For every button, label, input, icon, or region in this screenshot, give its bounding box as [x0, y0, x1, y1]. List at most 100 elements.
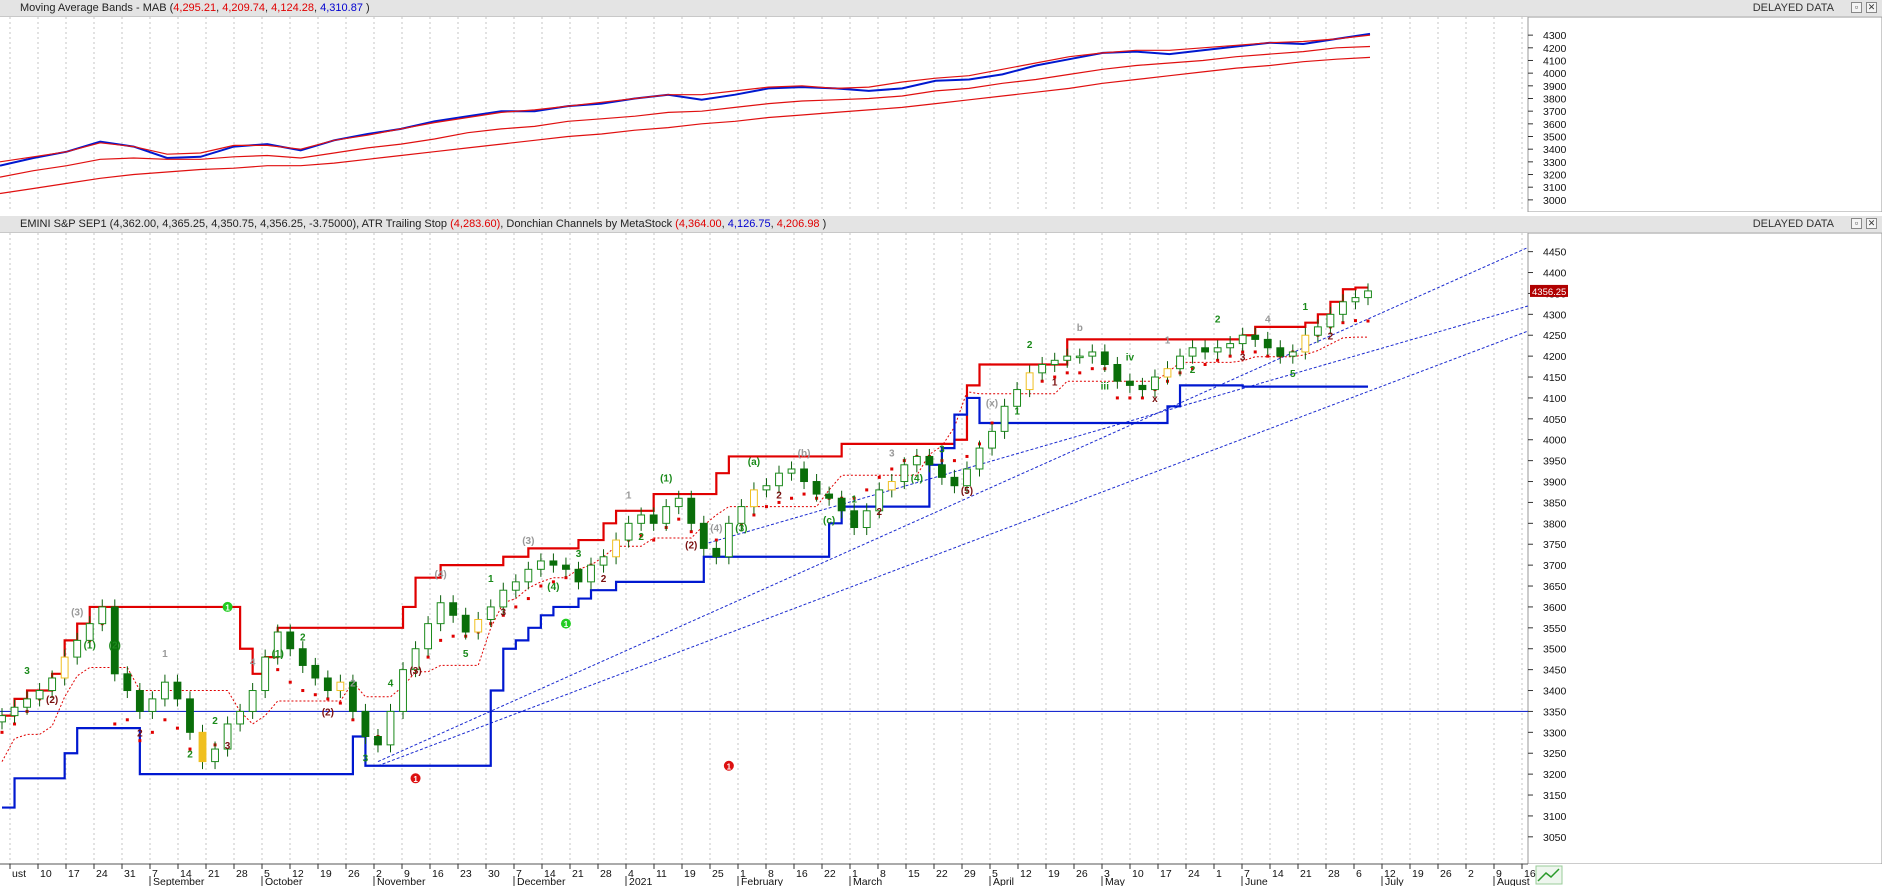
wave-label: 3	[363, 754, 369, 765]
price-candle	[775, 472, 783, 487]
price-candle	[273, 631, 282, 658]
price-candle	[536, 560, 545, 570]
wave-label: 2	[300, 632, 306, 643]
wave-label: (1)	[272, 649, 284, 660]
price-candle	[286, 631, 295, 650]
main-y-tick-label: 3250	[1543, 748, 1567, 760]
atr-stop-dot	[752, 513, 756, 517]
price-candle	[499, 589, 508, 608]
price-candle	[336, 681, 345, 692]
price-candle	[1151, 376, 1159, 391]
wave-label: iv	[1126, 352, 1135, 363]
x-tick-label: 2	[376, 868, 382, 880]
main-y-tick-label: 3100	[1543, 811, 1567, 823]
atr-stop-dot	[802, 492, 806, 496]
donchian-middle-line	[1, 336, 1368, 762]
x-tick-label: 11	[656, 868, 667, 880]
wave-label: 1	[162, 649, 168, 660]
wave-label: 5	[463, 649, 469, 660]
atr-stop-dot	[1216, 358, 1220, 362]
x-tick-label: 1	[1216, 868, 1222, 880]
price-candle	[511, 581, 520, 591]
x-tick-label: 14	[1272, 868, 1284, 880]
x-tick-label: 7	[516, 868, 522, 880]
price-candle	[1213, 347, 1222, 353]
x-tick-label: 7	[1244, 868, 1250, 880]
atr-stop-dot	[689, 530, 693, 534]
price-candle	[1113, 363, 1122, 382]
atr-stop-dot	[539, 584, 543, 588]
price-candle	[1251, 334, 1260, 340]
wave-label: 2	[1215, 315, 1221, 326]
price-candle	[123, 673, 132, 692]
x-tick-label: 9	[404, 868, 410, 880]
price-candle	[1075, 355, 1084, 359]
wave-label: iii	[1101, 382, 1110, 393]
mab-series-upper	[0, 34, 1371, 163]
wave-label: 2	[1190, 365, 1196, 376]
price-candle	[900, 464, 909, 483]
restore-icon[interactable]: ▫	[1851, 218, 1862, 229]
month-label: May	[1105, 876, 1126, 886]
price-candle	[1038, 363, 1047, 374]
price-candle	[1063, 355, 1072, 361]
price-candle	[1326, 313, 1335, 328]
price-candle	[361, 710, 370, 738]
x-tick-label: 9	[1496, 868, 1502, 880]
wave-marker-dot	[410, 773, 421, 784]
restore-icon[interactable]: ▫	[1851, 2, 1862, 13]
mab-chart[interactable]: 3000310032003300340035003600370038003900…	[0, 17, 1882, 212]
wave-label: 2	[350, 678, 356, 689]
x-tick-label: 5	[992, 868, 998, 880]
x-tick-label: 25	[712, 868, 724, 880]
top-y-tick-label: 3300	[1543, 157, 1567, 169]
price-candle	[562, 564, 570, 570]
last-price-tag	[1530, 284, 1568, 297]
wave-label: b	[1077, 323, 1083, 334]
wave-label: (1)	[660, 474, 672, 485]
x-tick-label: 21	[572, 868, 584, 880]
price-candle	[662, 506, 671, 524]
top-y-tick-label: 4000	[1543, 68, 1567, 80]
x-tick-label: 24	[1188, 868, 1200, 880]
price-candle	[135, 690, 144, 712]
atr-stop-dot	[890, 467, 894, 471]
price-candle	[674, 497, 683, 508]
atr-stop-dot	[1090, 367, 1094, 371]
price-candle	[787, 468, 796, 474]
wave-label: 3	[225, 741, 231, 752]
main-y-tick-label: 3050	[1543, 832, 1567, 844]
close-icon[interactable]: ✕	[1866, 2, 1877, 13]
price-candle	[1351, 297, 1360, 303]
price-chart[interactable]: 3050 3100 3150 3200 3250 3300 3350 3400 3450 3500…	[0, 233, 1882, 886]
atr-stop-dot	[150, 730, 154, 734]
wave-label: 2	[638, 532, 644, 543]
atr-stop-dot	[965, 454, 969, 458]
x-tick-label: ust	[12, 868, 26, 880]
top-panel-title: Moving Average Bands - MAB (4,295.21, 4,…	[20, 2, 370, 14]
close-icon[interactable]: ✕	[1866, 218, 1877, 229]
price-candle	[875, 489, 884, 512]
atr-stop-dot	[1366, 319, 1370, 323]
wave-label: 2	[601, 574, 607, 585]
wave-marker-dot	[723, 760, 734, 771]
price-candle	[1025, 372, 1034, 391]
main-y-tick-label: 3450	[1543, 665, 1567, 677]
atr-stop-dot	[313, 693, 317, 697]
top-y-tick-label: 3900	[1543, 81, 1567, 93]
mab-value-3: 4,124.28	[271, 2, 314, 14]
x-tick-label: 1	[740, 868, 746, 880]
donchian-lower-line	[2, 384, 1368, 809]
main-y-tick-label: 3800	[1543, 518, 1567, 530]
main-y-tick-label: 4200	[1543, 351, 1567, 363]
top-y-tick-label: 3200	[1543, 170, 1567, 182]
price-candle	[374, 736, 382, 746]
metastock-logo-mark	[1537, 868, 1560, 882]
wave-marker-label: 1	[413, 775, 418, 784]
x-tick-label: 14	[180, 868, 192, 880]
price-candle	[1088, 351, 1097, 357]
wave-label: 3	[889, 448, 895, 459]
price-candle	[712, 547, 721, 558]
x-tick-label: 12	[292, 868, 304, 880]
price-candle	[1013, 389, 1022, 407]
